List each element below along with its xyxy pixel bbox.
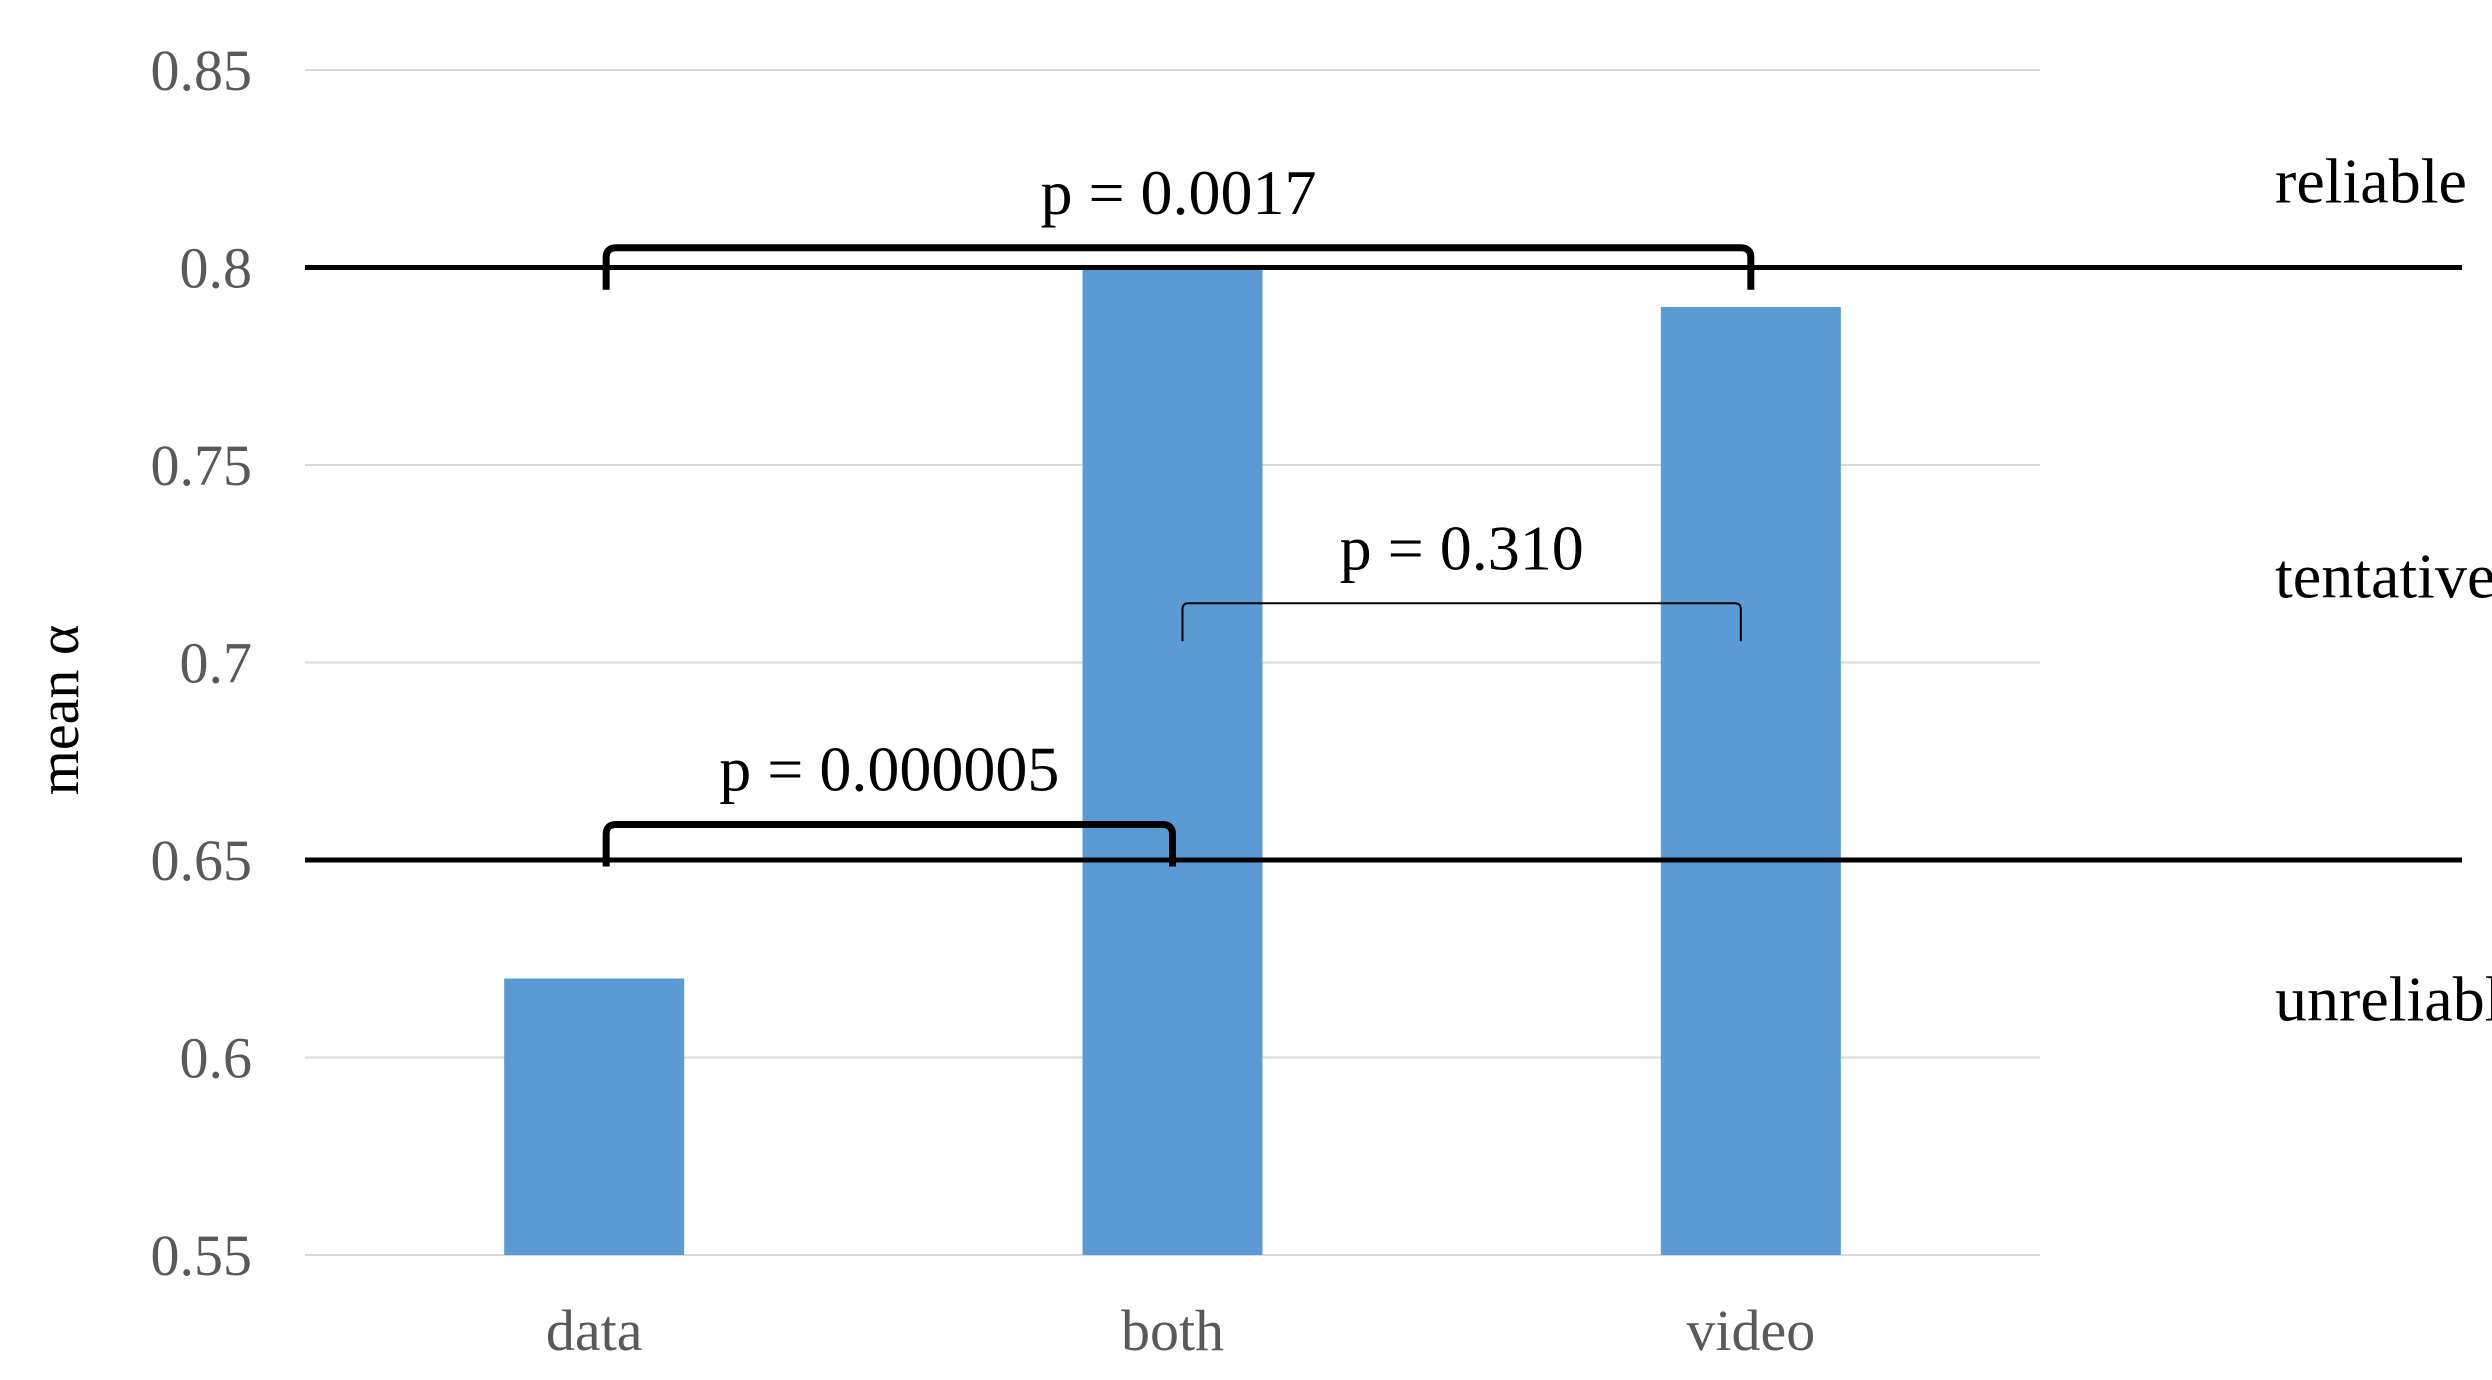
zone-label-reliable: reliable bbox=[2275, 146, 2467, 217]
comparison-bracket bbox=[602, 820, 1176, 867]
zone-label-unreliable: unreliable bbox=[2275, 963, 2492, 1034]
comparison-p-value: p = 0.310 bbox=[1340, 512, 1584, 583]
bars bbox=[504, 267, 1841, 1255]
y-axis-label: mean α bbox=[26, 625, 91, 796]
y-tick-label: 0.6 bbox=[180, 1026, 253, 1091]
y-axis-ticks: 0.55 0.6 0.65 0.7 0.75 0.8 0.85 bbox=[151, 38, 253, 1288]
y-tick-label: 0.75 bbox=[151, 433, 253, 498]
threshold-lines bbox=[305, 265, 2462, 863]
comparison-brackets: p = 0.0017 p = 0.310 p = 0.000005 bbox=[602, 157, 1755, 867]
bar-both bbox=[1082, 267, 1263, 1255]
y-tick-label: 0.65 bbox=[151, 828, 253, 893]
zone-label-tentative: tentative bbox=[2275, 541, 2492, 612]
x-tick-label: data bbox=[546, 1298, 643, 1363]
comparison-bracket bbox=[602, 244, 1755, 290]
bar-data bbox=[504, 978, 685, 1255]
comparison-bracket bbox=[1181, 602, 1742, 642]
x-axis-ticks: data both video bbox=[546, 1298, 1815, 1363]
x-tick-label: video bbox=[1686, 1298, 1815, 1363]
zone-labels: reliable tentative unreliable bbox=[2275, 146, 2492, 1035]
bar-video bbox=[1660, 307, 1841, 1255]
x-tick-label: both bbox=[1121, 1298, 1224, 1363]
comparison-p-value: p = 0.0017 bbox=[1040, 157, 1316, 228]
y-tick-label: 0.8 bbox=[180, 236, 253, 301]
y-tick-label: 0.7 bbox=[180, 631, 253, 696]
comparison-p-value: p = 0.000005 bbox=[719, 733, 1059, 804]
y-tick-label: 0.55 bbox=[151, 1223, 253, 1288]
y-tick-label: 0.85 bbox=[151, 38, 253, 103]
